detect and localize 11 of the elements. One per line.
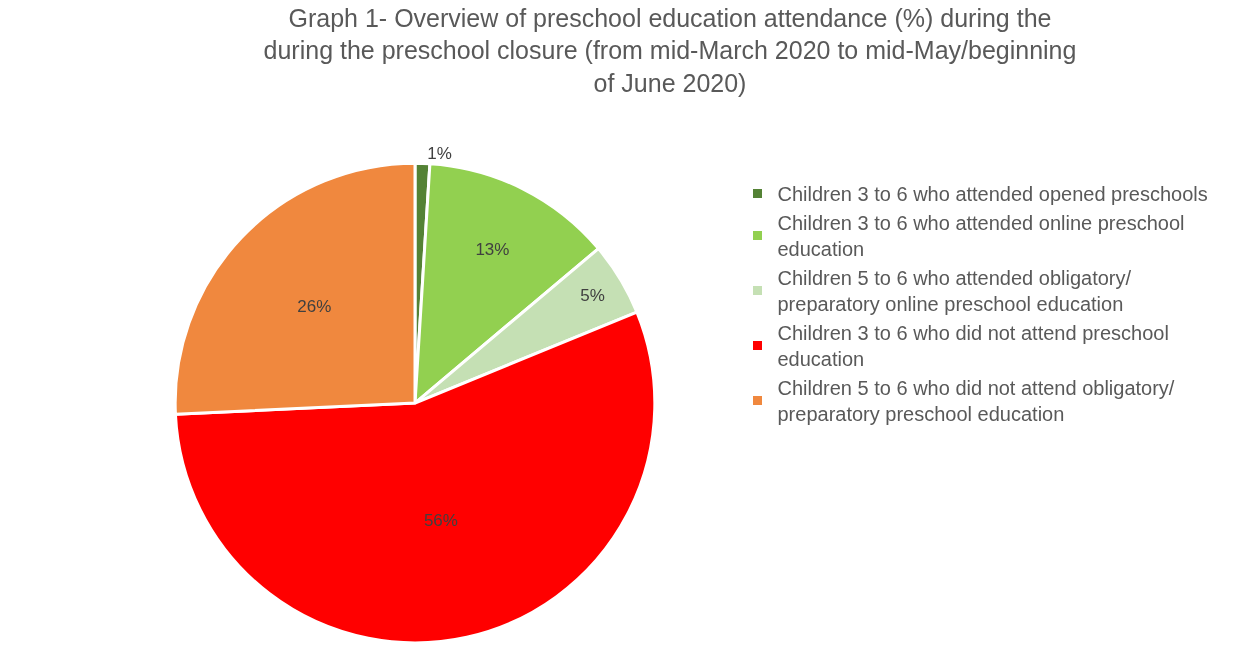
legend-label: Children 3 to 6 who attended opened preschools: [777, 183, 1208, 206]
data-label: 13%: [475, 239, 510, 259]
legend-label: Children 3 to 6 who did not attend preschool education: [777, 322, 1169, 371]
legend-label: Children 5 to 6 who attended obligatory/ preparatory online preschool education: [777, 267, 1132, 316]
legend-label: Children 5 to 6 who did not attend obligatory/ preparatory preschool education: [777, 377, 1175, 426]
data-label: 26%: [297, 297, 332, 317]
legend-label: Children 3 to 6 who attended online preschool education: [777, 212, 1185, 261]
data-label: 1%: [427, 144, 452, 164]
data-label: 5%: [580, 286, 605, 306]
chart-title: Graph 1- Overview of preschool education attendance (%) during the during the preschool closure (from mid-March 2020 to mid-May/beginning of June 2020): [263, 3, 1077, 97]
data-label: 56%: [423, 510, 458, 530]
